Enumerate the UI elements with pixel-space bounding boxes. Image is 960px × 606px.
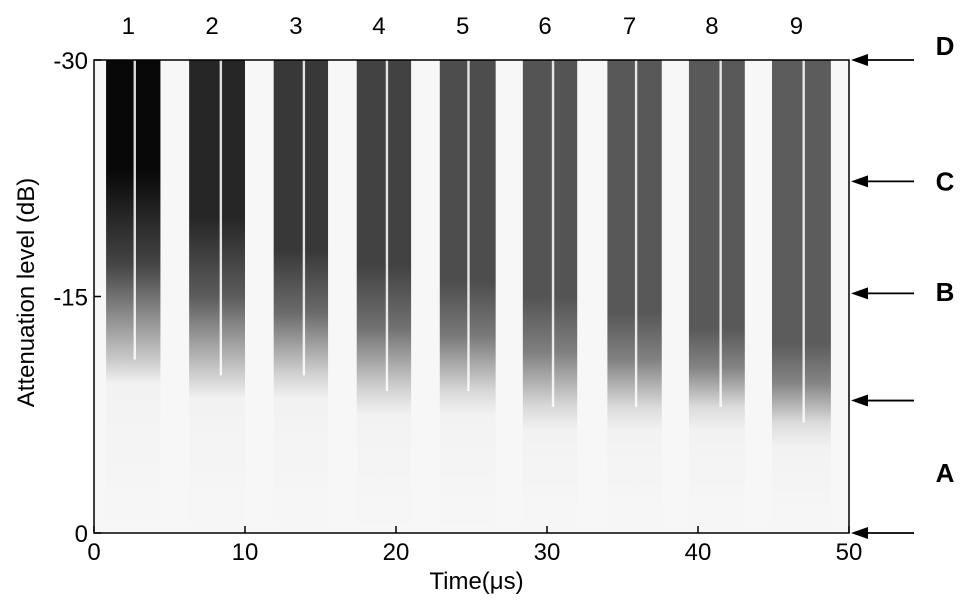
x-tick-label-20: 20 (383, 539, 410, 566)
x-tick-label-0: 0 (87, 539, 100, 566)
x-tick-label-40: 40 (685, 539, 712, 566)
level-arrow-4-head (851, 394, 868, 407)
pulse-1-band (106, 60, 161, 533)
region-label-A: A (936, 458, 955, 488)
region-label-D: D (936, 31, 955, 61)
pulse-1-gap (133, 60, 136, 360)
pulse-3-gap (302, 60, 306, 376)
pulse-9-band (771, 60, 831, 533)
pulse-number-8: 8 (705, 13, 718, 40)
x-tick-label-10: 10 (232, 539, 259, 566)
pulse-number-6: 6 (538, 13, 551, 40)
pulse-number-3: 3 (289, 13, 302, 40)
pulse-9-gap (802, 60, 805, 423)
pulse-5-gap (467, 60, 470, 392)
pulse-number-9: 9 (790, 13, 803, 40)
pulse-8-band (688, 60, 745, 533)
y-tick-label--15: -15 (53, 285, 88, 312)
level-arrow-5-head (851, 527, 868, 539)
pulse-number-5: 5 (456, 13, 469, 40)
pulse-number-1: 1 (122, 13, 135, 40)
pulse-6-gap (551, 60, 555, 407)
pulse-3-band (273, 60, 329, 533)
labels: 1 2 3 4 5 6 7 8 9 Time(μs) Attenuation level (dB) D… (13, 13, 955, 595)
pulse-7-gap (634, 60, 638, 407)
level-arrow-2-head (851, 175, 868, 188)
x-axis-title: Time(μs) (429, 568, 523, 595)
x-tick-label-50: 50 (836, 539, 863, 566)
y-axis-title: Attenuation level (dB) (13, 178, 40, 407)
pulse-number-4: 4 (372, 13, 385, 40)
level-arrow-3-head (851, 287, 868, 300)
pulse-2-gap (219, 60, 223, 376)
pulse-number-7: 7 (623, 13, 636, 40)
plot-area (94, 60, 849, 533)
pulse-8-gap (719, 60, 722, 407)
y-tick-label-0: 0 (75, 521, 88, 548)
pulse-7-band (607, 60, 662, 533)
region-label-C: C (936, 166, 955, 196)
region-label-B: B (936, 277, 955, 307)
level-arrow-1-head (851, 54, 868, 66)
pulse-6-band (522, 60, 578, 533)
x-tick-label-30: 30 (534, 539, 561, 566)
y-tick-label--30: -30 (53, 48, 88, 75)
pulse-4-band (356, 60, 412, 533)
axes: 0 10 20 30 40 50 0 -15 -30 (53, 48, 914, 566)
pulse-number-2: 2 (205, 13, 218, 40)
pulse-2-band (189, 60, 245, 533)
pulse-4-gap (385, 60, 389, 392)
